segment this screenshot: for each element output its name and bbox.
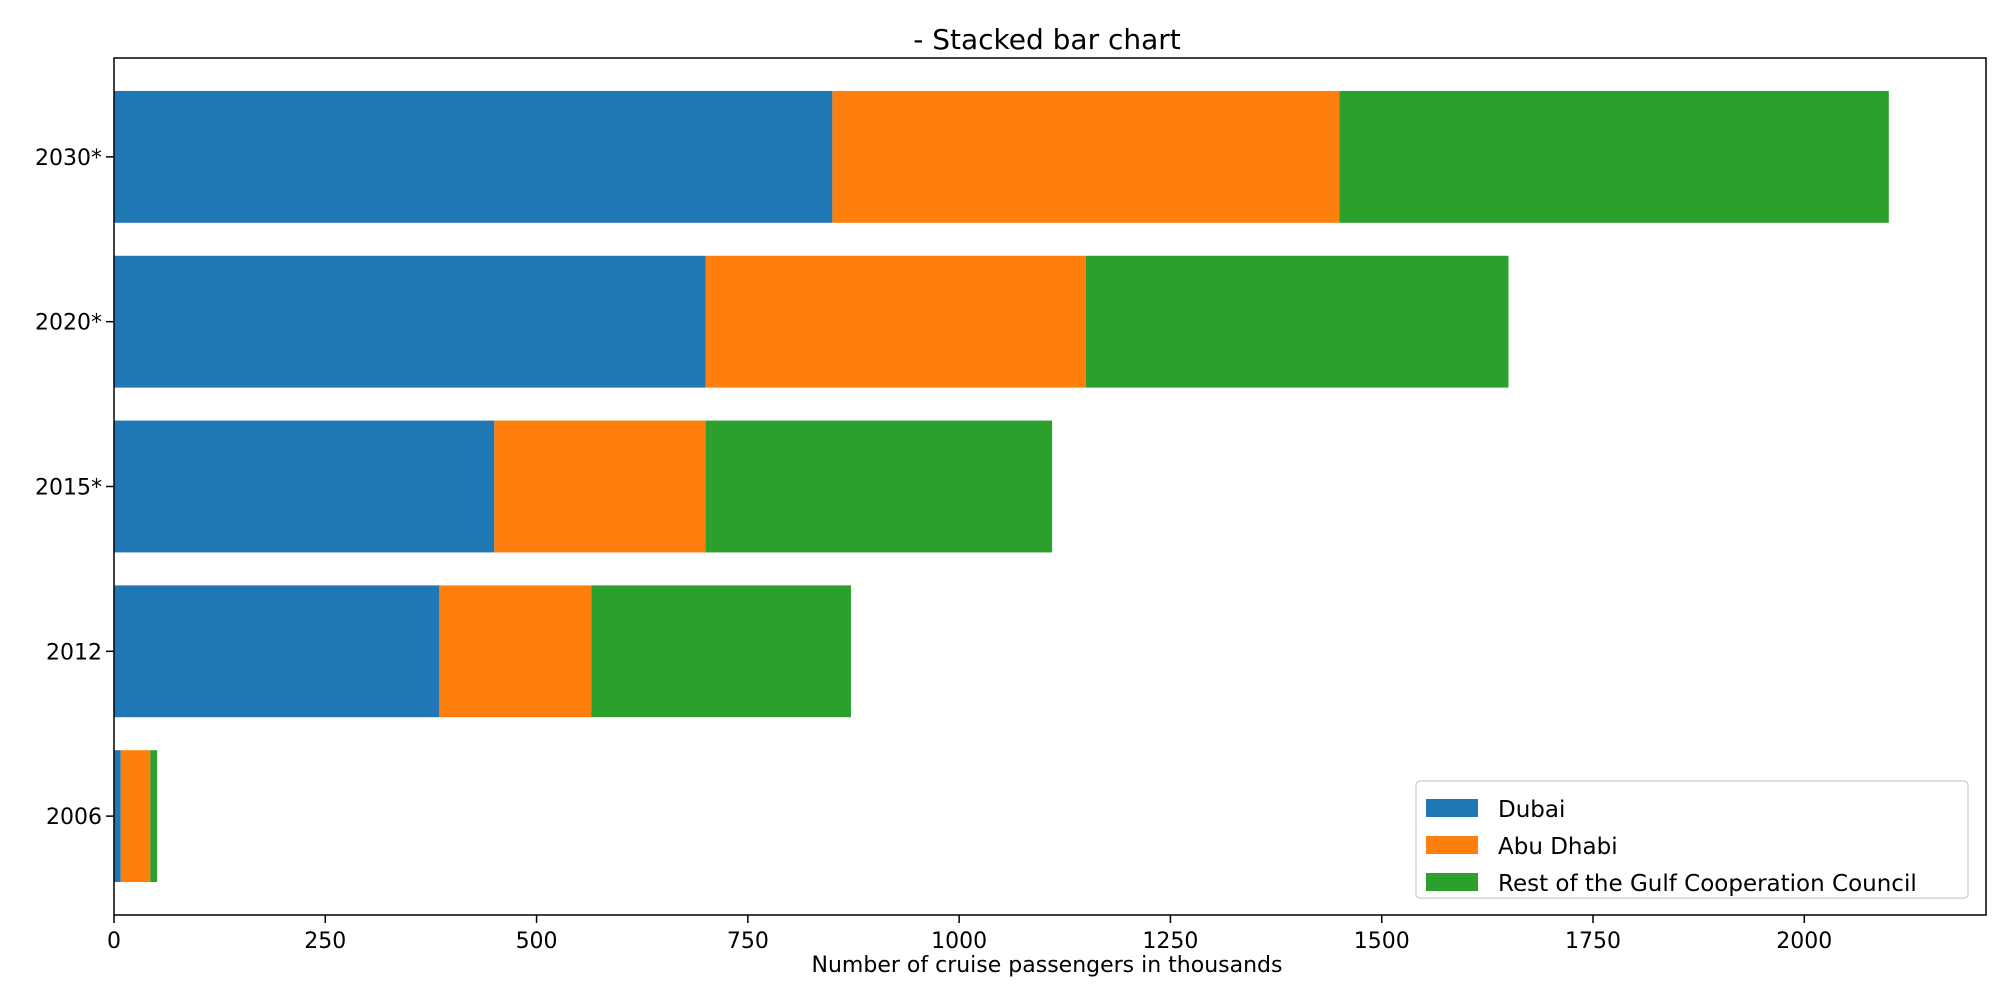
x-tick-label: 1500 [1354, 929, 1410, 954]
y-tick-label: 2012 [46, 640, 102, 665]
legend-label: Rest of the Gulf Cooperation Council [1498, 871, 1917, 897]
y-tick-label: 2015* [35, 476, 102, 501]
x-tick-label: 750 [727, 929, 769, 954]
y-tick-label: 2006 [46, 805, 102, 830]
bar-abu-dhabi-2015 [494, 420, 706, 553]
legend-swatch [1426, 836, 1478, 854]
y-tick-label: 2030* [35, 146, 102, 171]
bars-layer [114, 90, 1889, 883]
bar-rest-of-the-gulf-cooperation-council-2006 [150, 750, 158, 883]
y-tick-label: 2020* [35, 311, 102, 336]
x-tick-label: 250 [304, 929, 346, 954]
bar-dubai-2020 [114, 255, 706, 388]
x-tick-label: 1750 [1565, 929, 1621, 954]
bar-abu-dhabi-2030 [832, 90, 1340, 223]
legend-label: Abu Dhabi [1498, 834, 1618, 860]
bar-dubai-2012 [114, 585, 440, 718]
x-tick-label: 0 [107, 929, 121, 954]
bar-rest-of-the-gulf-cooperation-council-2020 [1085, 255, 1509, 388]
x-tick-label: 500 [516, 929, 558, 954]
bar-rest-of-the-gulf-cooperation-council-2012 [591, 585, 851, 718]
bar-dubai-2030 [114, 90, 833, 223]
legend-frame [1415, 780, 1969, 899]
bar-rest-of-the-gulf-cooperation-council-2030 [1339, 90, 1889, 223]
legend-swatch [1426, 799, 1478, 817]
legend-label: Dubai [1498, 797, 1565, 823]
bar-dubai-2015 [114, 420, 495, 553]
x-axis-label: Number of cruise passengers in thousands [812, 953, 1283, 978]
chart-title: - Stacked bar chart [913, 23, 1181, 56]
y-axis: 2006 2012 2015* 2020* 2030* [35, 146, 114, 830]
x-tick-label: 1250 [1142, 929, 1198, 954]
bar-rest-of-the-gulf-cooperation-council-2015 [705, 420, 1053, 553]
bar-abu-dhabi-2020 [705, 255, 1086, 388]
bar-dubai-2006 [114, 750, 121, 883]
x-tick-label: 2000 [1776, 929, 1832, 954]
legend: Dubai Abu Dhabi Rest of the Gulf Cooperati… [1415, 780, 1969, 899]
bar-abu-dhabi-2006 [120, 750, 151, 883]
x-tick-label: 1000 [931, 929, 987, 954]
x-axis: 0 250 500 750 1000 1250 1500 1750 2000 [107, 915, 1832, 954]
legend-swatch [1426, 873, 1478, 891]
bar-abu-dhabi-2012 [439, 585, 592, 718]
